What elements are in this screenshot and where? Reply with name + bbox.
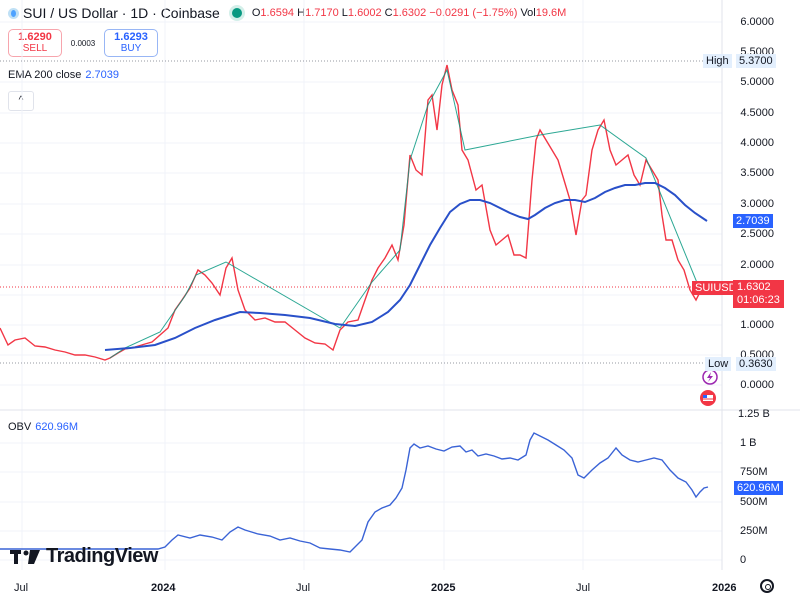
chevron-up-icon: ^ <box>18 95 24 106</box>
us-flag-icon <box>700 390 716 406</box>
price-tick: 4.0000 <box>740 137 774 149</box>
spread-value: 0.0003 <box>70 38 96 48</box>
price-tick: 3.0000 <box>740 198 774 210</box>
price-tick: 3.5000 <box>740 167 774 179</box>
symbol-tag: SUIUSD <box>692 281 740 295</box>
price-candles <box>0 64 703 361</box>
low-label: Low <box>705 357 732 371</box>
price-tick: 4.5000 <box>740 107 774 119</box>
obv-line <box>0 432 709 553</box>
ema-200-line <box>104 182 708 351</box>
grid-lines <box>0 0 723 570</box>
price-tick: 0.0000 <box>740 379 774 391</box>
high-value: 5.3700 <box>736 54 776 68</box>
obv-tick: 750M <box>740 466 768 478</box>
sui-logo-icon <box>8 7 19 19</box>
obv-tick: 1 B <box>740 437 757 449</box>
symbol-legend: SUI / US Dollar · 1D · Coinbase O1.6594 … <box>8 5 566 21</box>
price-tick: 2.5000 <box>740 228 774 240</box>
low-value: 0.3630 <box>736 357 776 371</box>
trade-buttons: 1.6290 SELL 0.0003 1.6293 BUY <box>8 29 158 57</box>
tradingview-logo[interactable]: TradingView <box>10 545 158 568</box>
time-tick: Jul <box>576 582 591 594</box>
time-tick: 2024 <box>151 582 176 594</box>
market-open-icon <box>231 8 242 18</box>
price-tick: 2.0000 <box>740 259 774 271</box>
time-tick: Jul <box>296 582 311 594</box>
obv-legend[interactable]: OBV 620.96M <box>8 421 79 433</box>
lightning-icon <box>702 369 718 385</box>
obv-tick: 0 <box>740 554 747 566</box>
obv-tick: 500M <box>740 496 768 508</box>
obv-value-tag: 620.96M <box>734 481 783 495</box>
chart-settings-gear-icon[interactable] <box>760 579 774 593</box>
time-tick: 2026 <box>712 582 736 594</box>
high-label: High <box>703 54 732 68</box>
last-price: 1.6302 <box>737 281 771 293</box>
time-tick: 2025 <box>431 582 456 594</box>
obv-tick: 1.25 B <box>738 408 770 420</box>
ema-price-tag: 2.7039 <box>733 214 773 228</box>
symbol-title[interactable]: SUI / US Dollar · 1D · Coinbase <box>23 5 220 21</box>
price-tick: 6.0000 <box>740 16 774 28</box>
ohlc-values: O1.6594 H1.7170 L1.6002 C1.6302 −0.0291 … <box>251 7 567 19</box>
sell-button[interactable]: 1.6290 SELL <box>8 29 62 57</box>
collapse-legend-button[interactable]: ^ <box>8 91 34 111</box>
price-tick: 1.0000 <box>740 319 774 331</box>
tradingview-logo-icon <box>10 549 40 564</box>
price-tick: 5.0000 <box>740 76 774 88</box>
bar-countdown: 01:06:23 <box>737 294 780 306</box>
time-tick: Jul <box>14 582 29 594</box>
obv-tick: 250M <box>740 525 768 537</box>
last-price-tag: 1.6302 01:06:23 <box>733 280 784 308</box>
ema-legend[interactable]: EMA 200 close 2.7039 <box>8 69 120 81</box>
buy-button[interactable]: 1.6293 BUY <box>104 29 158 57</box>
